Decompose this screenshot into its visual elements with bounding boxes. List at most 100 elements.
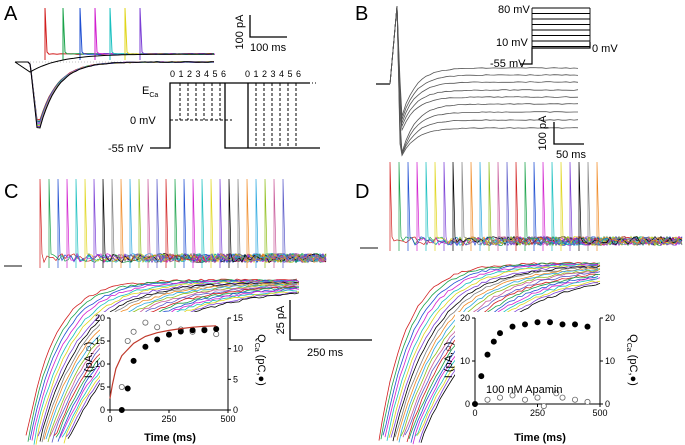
panel-a-letter: A [4,3,18,25]
x-tick-label: 0 [107,414,112,424]
panel-b-trace [389,5,579,157]
decay-trace [380,262,601,440]
qca-point [490,338,497,345]
qca-point [189,327,196,334]
decay-trace [410,276,599,443]
qca-point [496,330,503,337]
current-point [213,331,220,338]
panel-b-protocol-right: 0 mV [592,43,618,55]
y-left-tick-label: 5 [100,382,105,392]
protocol-eca-label: ECa [142,85,158,99]
spike-trace [273,178,327,268]
protocol-step-numbers-right: 0 1 2 3 4 5 6 [245,69,302,79]
current-point [130,328,137,335]
panel-d-inset-ylabel-right: QCa (pC,●) [625,334,639,386]
spike-trace [237,178,327,268]
panel-d-inset-ylabel-left: I (pA,○) [443,342,455,379]
panel-a-traces [14,7,216,129]
current-point [165,319,172,326]
x-tick-label: 500 [592,408,607,418]
decay-trace [25,278,298,436]
qca-point [559,321,566,328]
panel-b-protocol-bottom: -55 mV [490,58,526,70]
current-point [572,396,579,403]
qca-point [509,323,516,330]
panel-a-tail-trace [79,7,213,60]
y-left-tick-label: 15 [95,336,105,346]
decay-trace [388,264,601,439]
decay-trace [394,266,598,438]
panel-b-protocol-outline [520,42,591,65]
panel-a-tail-trace [44,7,214,60]
spike-trace [587,161,683,251]
y-right-tick-label: 0 [233,405,238,415]
protocol-step-numbers-left: 0 1 2 3 4 5 6 [170,69,227,79]
current-point [509,392,516,399]
panel-b-letter: B [355,3,368,25]
decay-trace [378,261,599,441]
decay-trace [55,287,299,438]
spike-trace [282,178,327,268]
qca-point [584,323,591,330]
qca-point [130,357,137,364]
qca-point [118,406,125,413]
decay-trace [47,283,300,443]
current-point [559,394,566,401]
panel-b-protocol-top: 80 mV [498,4,530,16]
panel-b-scale-bar [553,122,584,145]
decay-trace [386,263,599,441]
decay-trace [43,282,300,440]
qca-point [484,351,491,358]
shared-scale-bar [289,300,372,341]
panel-b-trace [389,5,579,124]
panel-b-trace [389,5,579,128]
panel-b-protocol-mid: 10 mV [496,37,528,49]
qca-point [547,319,554,326]
decay-trace [382,263,599,436]
x-tick-label: 500 [220,414,235,424]
panel-a-control-trace [14,53,214,73]
decay-trace [416,280,601,436]
qca-point [471,400,478,407]
current-point [522,396,529,403]
panel-b-trace [389,5,579,153]
y-right-tick-label: 5 [233,374,238,384]
protocol-0mv-label: 0 mV [130,115,156,127]
qca-point [177,328,184,335]
panel-b-protocol-steps [531,7,591,48]
panel-b-trace [389,5,579,117]
current-point [154,324,161,331]
qca-point [478,373,485,380]
spike-trace [219,178,327,268]
panel-b: B 80 mV 10 mV -55 mV 0 mV 100 pA 50 ms [355,3,618,161]
current-point [124,337,131,344]
panel-b-protocol: 80 mV 10 mV -55 mV 0 mV [490,4,618,70]
panel-d-traces [360,161,683,445]
decay-trace [412,277,601,445]
decay-trace [408,273,601,440]
decay-trace [404,271,601,436]
current-point [540,403,547,410]
decay-trace [398,268,599,443]
current-point [484,396,491,403]
shared-scale: 25 pA 250 ms [275,300,372,359]
decay-trace [59,288,300,438]
panel-d-letter: D [355,181,369,203]
y-right-tick-label: 10 [605,356,615,366]
y-left-tick-label: 10 [460,356,470,366]
y-left-tick-label: 0 [465,399,470,409]
current-point [534,394,541,401]
decay-trace [53,286,298,436]
panel-b-scale-current: 100 pA [537,115,549,151]
fit-line [109,325,217,399]
y-right-tick-label: 10 [233,344,243,354]
protocol-dashes [179,83,297,148]
qca-point [522,321,529,328]
y-left-tick-label: 20 [460,313,470,323]
panel-d-annotation: 100 nM Apamin [486,384,562,396]
y-left-tick-label: 10 [95,359,105,369]
x-tick-label: 0 [472,408,477,418]
panel-c-traces [4,178,327,445]
x-tick-label: 250 [161,414,176,424]
